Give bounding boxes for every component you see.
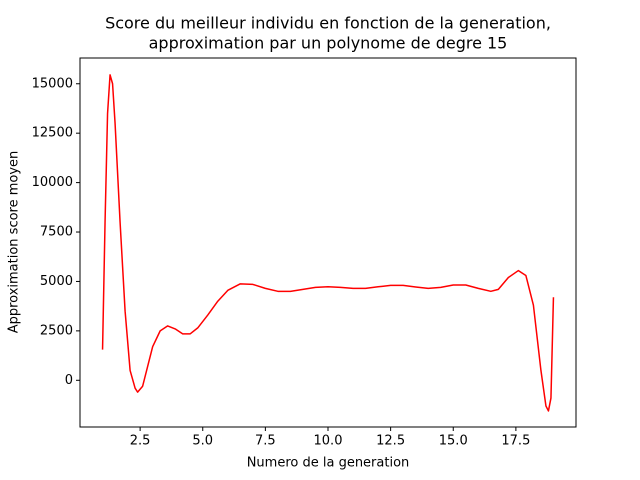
y-tick-label: 2500 [40,323,73,338]
x-tick-label: 5.0 [192,434,213,449]
y-tick-label: 7500 [40,225,73,240]
x-tick-label: 2.5 [130,434,151,449]
chart-title: approximation par un polynome de degre 1… [149,34,508,53]
y-tick-label: 5000 [40,274,73,289]
plot-frame [79,57,577,428]
x-axis-label: Numero de la generation [247,456,410,471]
y-tick-label: 10000 [32,175,73,190]
y-tick-label: 12500 [32,126,73,141]
x-tick-label: 15.0 [439,434,468,449]
y-tick-label: 15000 [32,76,73,91]
chart-title: Score du meilleur individu en fonction d… [105,14,551,33]
y-axis-label: Approximation score moyen [7,151,22,334]
x-tick-label: 10.0 [314,434,343,449]
y-tick-label: 0 [65,373,73,388]
x-tick-label: 12.5 [376,434,405,449]
line-series [101,74,555,412]
x-tick-label: 7.5 [255,434,276,449]
x-tick-label: 17.5 [501,434,530,449]
